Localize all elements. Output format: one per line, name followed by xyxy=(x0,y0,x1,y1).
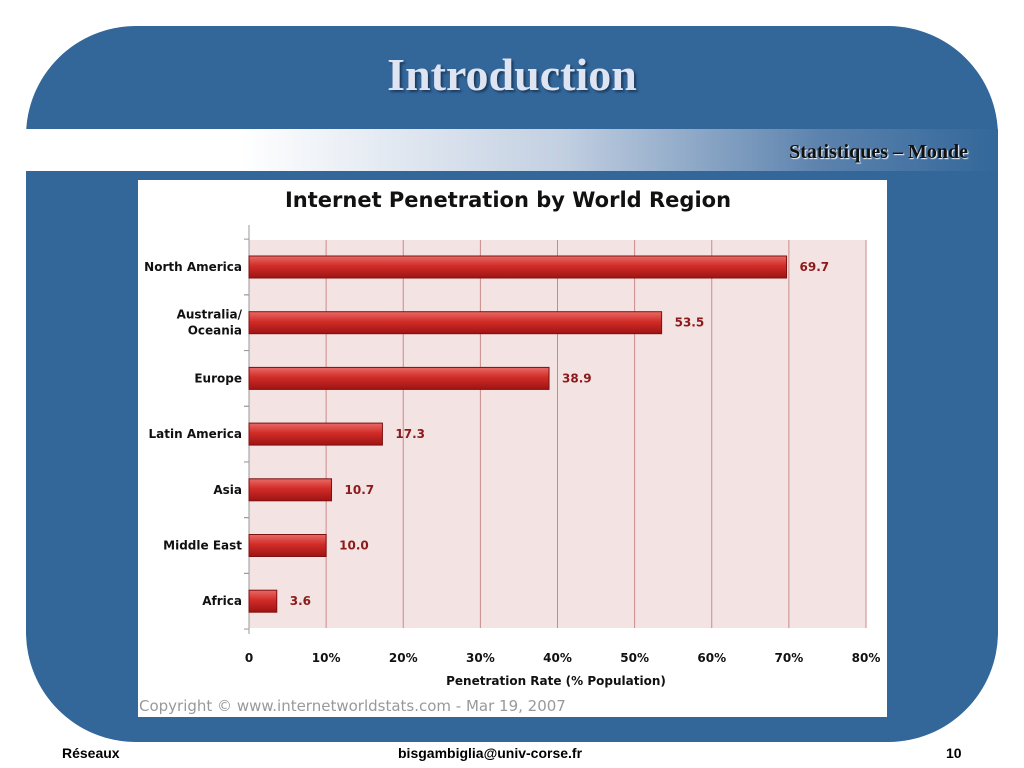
subtitle-band xyxy=(26,129,998,171)
bar xyxy=(248,255,788,279)
category-label: Europe xyxy=(194,371,242,385)
category-label: Latin America xyxy=(149,427,243,441)
chart-panel: 0 10% 20% 30% 40% 50% 60% 70% 80% North America 69… xyxy=(138,180,887,717)
category-label: Australia/ xyxy=(177,308,243,322)
value-label: 3.6 xyxy=(290,594,311,608)
chart-title: Internet Penetration by World Region xyxy=(285,188,731,212)
x-axis-title: Penetration Rate (% Population) xyxy=(446,674,666,688)
x-tick-label: 40% xyxy=(543,651,572,665)
bar-chart: 0 10% 20% 30% 40% 50% 60% 70% 80% North America 69… xyxy=(139,188,881,715)
bar xyxy=(248,366,550,390)
value-label: 17.3 xyxy=(395,427,425,441)
footer-left: Réseaux xyxy=(62,745,120,761)
x-tick-label: 0 xyxy=(245,651,253,665)
x-tick-label: 20% xyxy=(389,651,418,665)
value-label: 10.7 xyxy=(345,483,375,497)
bar xyxy=(248,478,333,502)
x-tick-label: 60% xyxy=(697,651,726,665)
slide-title: Introduction xyxy=(387,49,637,100)
x-tick-label: 10% xyxy=(312,651,341,665)
x-tick-label: 50% xyxy=(620,651,649,665)
x-tick-label: 80% xyxy=(852,651,881,665)
bar xyxy=(248,534,327,557)
value-label: 10.0 xyxy=(339,539,369,553)
category-label: Africa xyxy=(202,594,242,608)
bar xyxy=(248,589,278,613)
chart-copyright: Copyright © www.internetworldstats.com -… xyxy=(139,697,566,715)
slide-subtitle: Statistiques – Monde xyxy=(789,141,968,163)
value-label: 38.9 xyxy=(562,371,592,385)
category-label: North America xyxy=(144,260,242,274)
value-label: 69.7 xyxy=(800,260,830,274)
category-label: Middle East xyxy=(163,539,242,553)
bar xyxy=(248,311,663,335)
x-tick-label: 30% xyxy=(466,651,495,665)
footer-page-number: 10 xyxy=(946,745,962,761)
category-label: Oceania xyxy=(188,324,242,338)
value-label: 53.5 xyxy=(675,316,705,330)
category-label: Asia xyxy=(213,483,242,497)
x-tick-label: 70% xyxy=(775,651,804,665)
bar xyxy=(248,422,383,446)
footer-email: bisgambiglia@univ-corse.fr xyxy=(398,745,583,761)
